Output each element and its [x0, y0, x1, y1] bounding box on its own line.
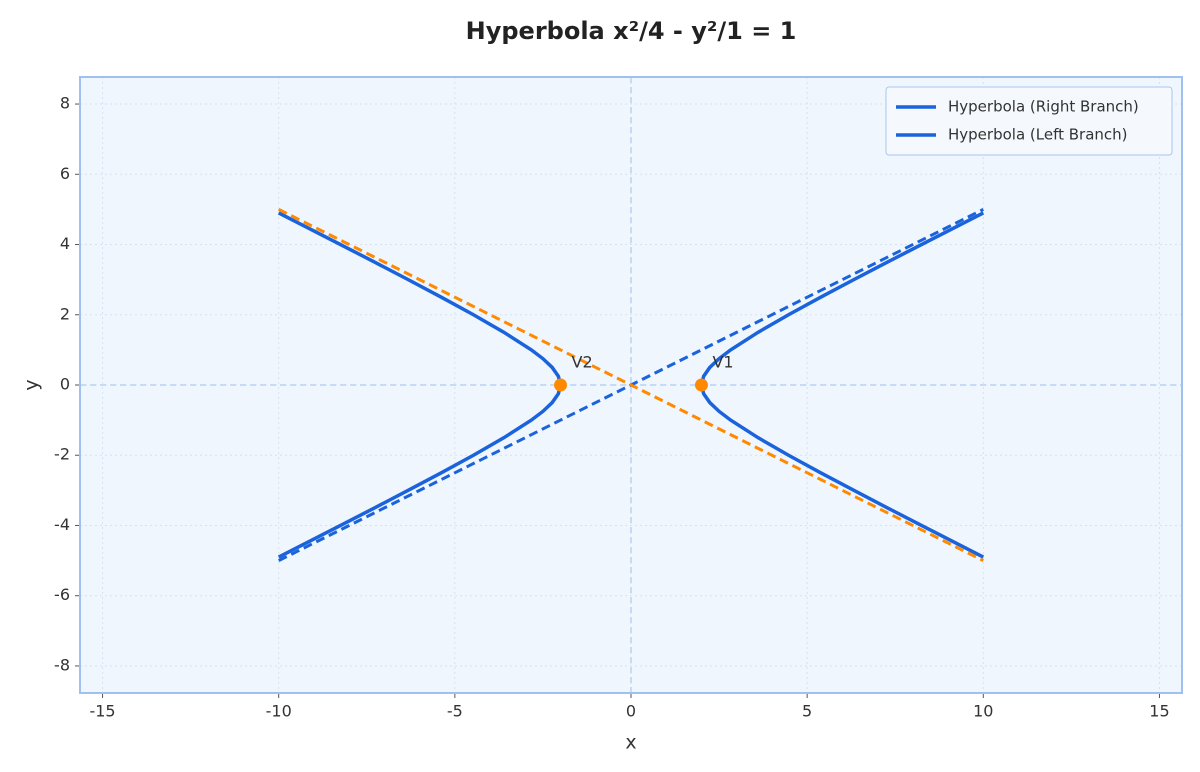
y-tick-label: 4: [60, 234, 70, 253]
x-tick-label: 0: [626, 702, 636, 721]
y-tick-label: 2: [60, 304, 70, 323]
x-tick-label: -10: [266, 702, 292, 721]
legend-label: Hyperbola (Right Branch): [948, 98, 1139, 116]
y-tick-label: 0: [60, 375, 70, 394]
x-tick-label: 15: [1149, 702, 1169, 721]
y-tick-label: -8: [54, 655, 70, 674]
y-tick-label: 8: [60, 94, 70, 113]
x-tick-label: -5: [447, 702, 463, 721]
plot-border: [79, 76, 1183, 694]
y-tick-label: -2: [54, 445, 70, 464]
vertex-point: [554, 378, 568, 392]
legend-label: Hyperbola (Left Branch): [948, 126, 1128, 144]
y-tick-label: 6: [60, 164, 70, 183]
vertex-point: [694, 378, 708, 392]
legend-box: [885, 86, 1173, 156]
y-tick-label: -6: [54, 585, 70, 604]
chart-title: Hyperbola x²/4 - y²/1 = 1: [466, 17, 797, 45]
vertex-label: V2: [572, 353, 593, 372]
vertex-label: V1: [712, 353, 733, 372]
asymptote-line: [278, 208, 984, 562]
x-tick-label: 10: [973, 702, 993, 721]
y-axis-label: y: [21, 379, 43, 390]
y-tick-label: -4: [54, 515, 70, 534]
x-axis-label: x: [625, 732, 636, 754]
x-tick-label: 5: [802, 702, 812, 721]
x-tick-label: -15: [89, 702, 115, 721]
